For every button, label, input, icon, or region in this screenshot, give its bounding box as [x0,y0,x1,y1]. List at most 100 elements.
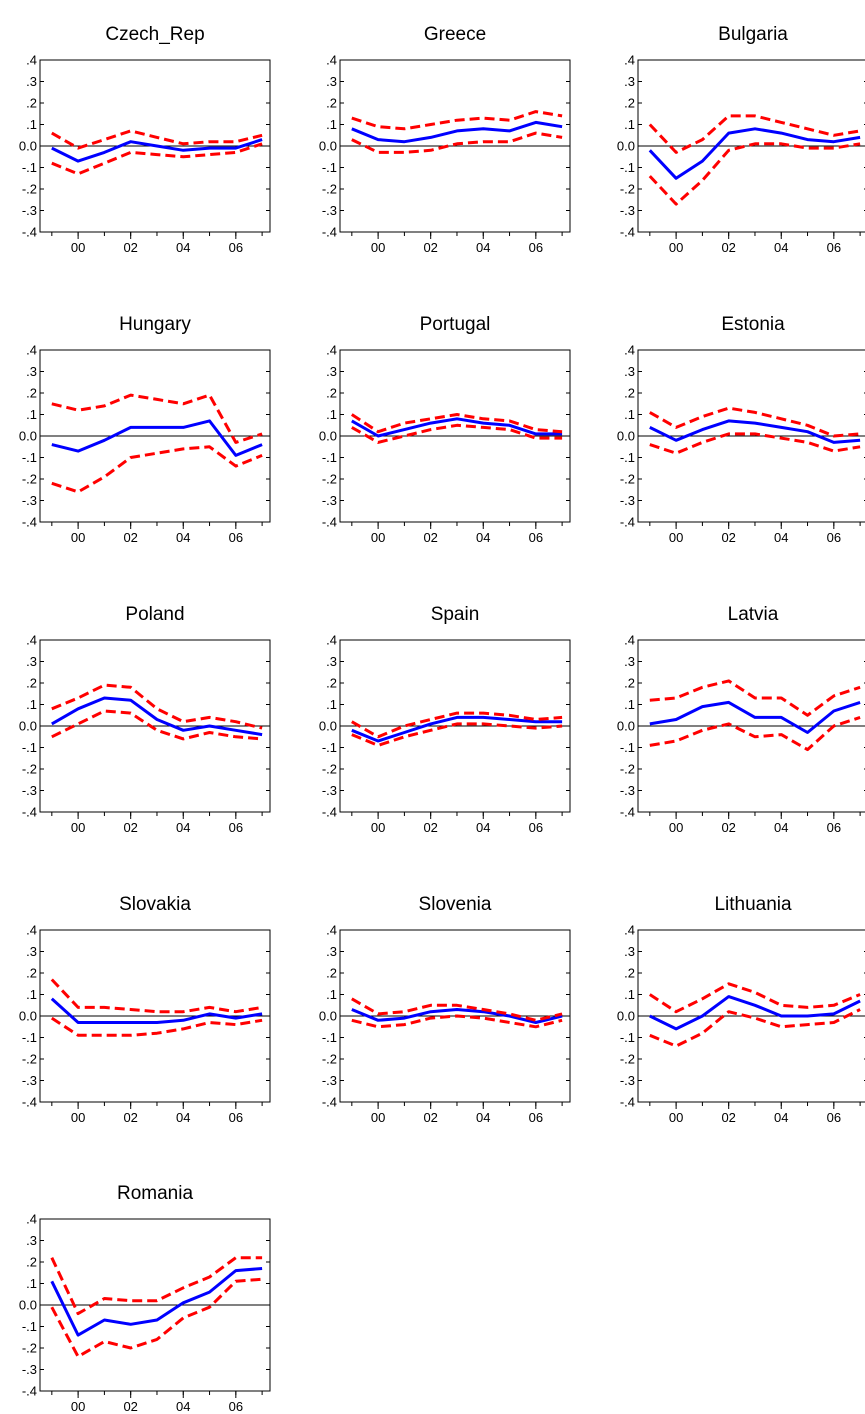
chart-title: Hungary [119,314,191,335]
upper-band-line [649,679,861,717]
estimate-line [351,1008,563,1024]
y-tick-label: -.2 [322,472,337,487]
y-tick-label: 0.0 [19,719,37,734]
x-tick-label: 00 [669,240,683,255]
y-tick-label: .2 [326,96,337,111]
y-tick-label: -.4 [22,225,37,240]
estimate-line [51,138,263,163]
upper-band-line [648,114,861,154]
chart-panel: Spain .4 .3 .2 .1 0.0 -.1 -.2 -.3 -.4 00 02 04 06 [319,604,571,835]
x-tick-label: 02 [123,1110,137,1125]
y-tick-label: -.2 [322,1052,337,1067]
y-tick-label: -.3 [22,493,37,508]
y-tick-label: .2 [26,966,37,981]
lower-band-line [351,1014,563,1029]
y-tick-label: .4 [26,633,37,648]
y-tick-label: -.4 [322,225,337,240]
y-tick-label: -.2 [620,1052,635,1067]
y-tick-label: .1 [326,987,337,1002]
y-tick-label: 0.0 [19,429,37,444]
y-tick-label: 0.0 [19,1009,37,1024]
y-tick-label: .1 [624,407,635,422]
y-tick-label: -.2 [620,472,635,487]
lower-band-line [648,142,861,206]
chart-panel: Estonia .4 .3 .2 .1 0.0 -.1 -.2 -.3 -.4 00 02 04 06 [617,314,865,545]
x-tick-label: 02 [721,240,735,255]
y-tick-label: .3 [326,944,337,959]
chart-panel: Slovakia .4 .3 .2 .1 0.0 -.1 -.2 -.3 -.4 00 02 04 06 [19,894,271,1125]
upper-band-line [50,1256,263,1316]
x-tick-label: 00 [371,240,385,255]
y-tick-label: .2 [624,386,635,401]
x-tick-label: 00 [669,530,683,545]
y-tick-label: -.2 [322,182,337,197]
y-tick-label: .4 [624,923,635,938]
y-tick-label: .4 [326,53,337,68]
x-tick-label: 02 [721,1110,735,1125]
chart-panel: Hungary .4 .3 .2 .1 0.0 -.1 -.2 -.3 -.4 00 02 04 06 [19,314,271,545]
x-tick-label: 04 [476,820,490,835]
x-tick-label: 04 [774,240,788,255]
x-tick-label: 06 [229,820,243,835]
y-tick-label: -.1 [322,450,337,465]
x-tick-label: 04 [476,530,490,545]
y-tick-label: .3 [624,364,635,379]
y-tick-label: .3 [624,944,635,959]
x-tick-label: 00 [71,1110,85,1125]
chart-title: Estonia [721,314,785,335]
x-tick-label: 06 [229,240,243,255]
lower-band-line [351,423,563,444]
y-tick-label: .3 [326,654,337,669]
x-tick-label: 02 [423,1110,437,1125]
y-tick-label: -.4 [22,515,37,530]
y-tick-label: -.1 [322,740,337,755]
x-tick-label: 04 [176,530,190,545]
lower-band-line [649,1008,861,1048]
x-tick-label: 06 [827,240,841,255]
y-tick-label: .1 [624,987,635,1002]
y-tick-label: -.3 [620,493,635,508]
lower-band-line [351,131,563,154]
estimate-line [649,419,861,444]
x-tick-label: 04 [774,1110,788,1125]
x-tick-label: 06 [529,820,543,835]
y-tick-label: 0.0 [319,139,337,154]
y-tick-label: -.3 [22,203,37,218]
chart-panel: Greece .4 .3 .2 .1 0.0 -.1 -.2 -.3 -.4 00 02 04 06 [319,24,571,255]
chart-title: Latvia [728,604,779,625]
x-tick-label: 00 [669,820,683,835]
y-tick-label: .2 [624,96,635,111]
y-tick-label: .3 [26,654,37,669]
estimate-line [351,715,563,743]
x-tick-label: 06 [529,1110,543,1125]
y-tick-label: .4 [624,53,635,68]
y-tick-label: .2 [624,676,635,691]
chart-panel: Bulgaria .4 .3 .2 .1 0.0 -.1 -.2 -.3 -.4 00 02 04 06 [617,24,865,255]
chart-panel: Portugal .4 .3 .2 .1 0.0 -.1 -.2 -.3 -.4 00 02 04 06 [319,314,571,545]
y-tick-label: .1 [326,407,337,422]
lower-band-line [50,1016,263,1037]
x-tick-label: 00 [669,1110,683,1125]
estimate-line [648,127,861,180]
y-tick-label: -.2 [22,182,37,197]
y-tick-label: -.4 [620,225,635,240]
chart-title: Poland [125,604,184,625]
lower-band-line [50,1277,263,1359]
y-tick-label: -.1 [322,160,337,175]
y-tick-label: 0.0 [19,139,37,154]
y-tick-label: .1 [26,1276,37,1291]
lower-band-line [649,715,861,752]
x-tick-label: 06 [229,530,243,545]
chart-panel: Slovenia .4 .3 .2 .1 0.0 -.1 -.2 -.3 -.4 00 02 04 06 [319,894,571,1125]
y-tick-label: -.3 [22,1073,37,1088]
y-tick-label: -.4 [620,1095,635,1110]
x-tick-label: 04 [176,240,190,255]
x-tick-label: 04 [476,1110,490,1125]
y-tick-label: .3 [26,74,37,89]
y-tick-label: .2 [326,386,337,401]
y-tick-label: -.1 [22,740,37,755]
chart-title: Spain [431,604,480,625]
lower-band-line [351,722,563,747]
x-tick-label: 00 [71,820,85,835]
